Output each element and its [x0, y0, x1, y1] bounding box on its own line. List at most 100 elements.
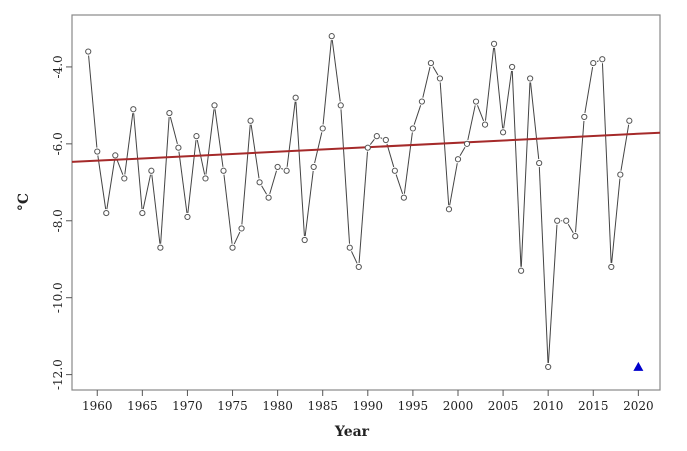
- series-line-segment: [575, 120, 585, 233]
- series-line-segment: [547, 224, 558, 363]
- data-point: [310, 163, 317, 171]
- series-line-segment: [250, 124, 260, 179]
- series-line-segment: [484, 47, 495, 121]
- series-line-segment: [386, 143, 395, 168]
- series-line-segment: [241, 124, 251, 225]
- data-point: [238, 225, 245, 232]
- x-tick-label: 1965: [127, 399, 158, 413]
- series-line-segment: [314, 132, 323, 164]
- data-point: [211, 102, 218, 109]
- series-line-segment: [142, 174, 152, 210]
- data-point: [139, 209, 146, 217]
- y-tick-label: -4.0: [51, 55, 65, 78]
- series-line-segment: [269, 170, 277, 194]
- data-point: [283, 167, 290, 174]
- data-point: [112, 152, 119, 159]
- y-tick-label: -12.0: [51, 359, 65, 390]
- series-line-segment: [351, 251, 358, 264]
- data-point: [148, 167, 155, 174]
- series-line-segment: [169, 116, 178, 144]
- data-point: [508, 63, 516, 71]
- series-line-segment: [133, 113, 143, 210]
- data-point: [175, 144, 182, 151]
- data-point: [572, 233, 579, 240]
- series-line-segment: [620, 124, 630, 171]
- series-line-segment: [295, 101, 305, 237]
- series-line-segment: [380, 137, 383, 139]
- x-tick-label: 2020: [623, 399, 654, 413]
- series-line-segment: [467, 105, 476, 141]
- data-point: [445, 206, 453, 213]
- x-axis-label: Year: [334, 424, 370, 440]
- series-line-segment: [151, 174, 161, 244]
- series-line-segment: [331, 40, 341, 102]
- series-line-segment: [97, 155, 107, 210]
- series-line-segment: [124, 113, 134, 175]
- data-point: [292, 94, 299, 101]
- y-tick-label: -10.0: [51, 282, 65, 313]
- data-point: [481, 121, 489, 128]
- data-point: [265, 194, 272, 201]
- series-line-segment: [187, 140, 197, 214]
- plot-frame: [71, 14, 661, 391]
- series-line-segment: [584, 66, 594, 114]
- data-point: [545, 363, 552, 371]
- x-tick-label: 1970: [172, 399, 203, 413]
- series-line-segment: [340, 109, 351, 244]
- data-point: [274, 163, 281, 171]
- series-line-segment: [520, 82, 531, 267]
- data-point: [499, 129, 507, 136]
- y-tick-label: -8.0: [51, 209, 65, 232]
- data-point: [518, 267, 525, 274]
- x-tick-label: 1980: [262, 399, 293, 413]
- x-tick-label: 1985: [307, 399, 338, 413]
- series-line-segment: [261, 185, 268, 195]
- data-point: [554, 217, 561, 224]
- y-tick-label: -6.0: [51, 132, 65, 155]
- series-line-segment: [601, 63, 612, 263]
- data-point: [373, 133, 380, 140]
- data-point: [220, 167, 227, 174]
- series-line-segment: [223, 174, 233, 244]
- series-line-segment: [304, 170, 314, 237]
- series-line-segment: [322, 40, 332, 125]
- series-line-segment: [395, 174, 404, 195]
- series-line-segment: [538, 167, 549, 363]
- series-line-segment: [116, 158, 124, 175]
- data-point: [328, 33, 335, 40]
- series-line-segment: [178, 151, 188, 214]
- series-line-segment: [233, 231, 241, 245]
- data-point: [382, 136, 389, 144]
- data-point: [184, 213, 191, 221]
- x-tick-label: 1960: [82, 399, 113, 413]
- data-point: [463, 140, 471, 147]
- series-line-segment: [511, 70, 522, 267]
- series-line-segment: [205, 109, 215, 175]
- series-line-segment: [596, 60, 599, 62]
- series-line-segment: [88, 55, 98, 148]
- series-line-segment: [281, 168, 284, 170]
- data-point: [436, 75, 444, 82]
- series-line-segment: [432, 66, 439, 76]
- series-line-segment: [611, 178, 621, 263]
- data-point: [103, 209, 110, 217]
- series-line-segment: [106, 159, 116, 210]
- series-line-segment: [449, 163, 458, 206]
- data-point: [337, 102, 344, 109]
- data-point: [229, 244, 236, 251]
- data-point: [121, 175, 128, 182]
- data-point: [608, 263, 615, 271]
- series-line-segment: [567, 223, 574, 233]
- data-point: [626, 117, 633, 124]
- data-point: [301, 236, 308, 244]
- series-line-segment: [214, 109, 224, 167]
- highlight-triangle-point: [633, 361, 644, 371]
- series-line-segment: [358, 151, 369, 263]
- data-point: [355, 263, 362, 271]
- x-tick-label: 2000: [443, 399, 474, 413]
- data-point: [319, 125, 326, 132]
- data-point: [418, 98, 426, 105]
- x-tick-label: 2005: [488, 399, 519, 413]
